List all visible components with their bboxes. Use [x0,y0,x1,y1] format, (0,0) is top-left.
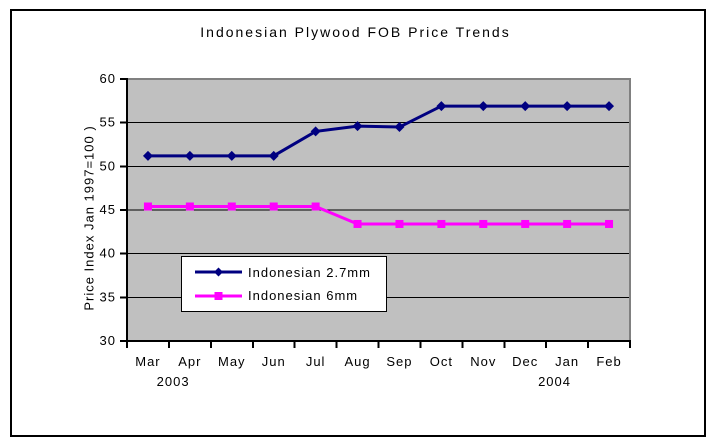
y-tick-label: 35 [100,289,116,304]
x-tick-label: Aug [344,354,370,369]
x-tick-label: Jan [555,354,579,369]
legend-marker-square [214,291,223,300]
legend-line-sample [195,267,242,277]
data-point-marker [269,202,278,211]
y-tick-label: 40 [100,246,116,261]
legend-label: Indonesian 6mm [248,288,359,304]
y-axis-title-text: Price Index Jan 1997=100 ) [81,125,97,311]
x-tick-label: Mar [135,354,160,369]
data-point-marker [226,150,237,161]
data-point-marker [563,219,572,228]
series-line-indonesian-2-7mm [147,104,610,158]
data-point-marker [394,122,405,133]
y-tick-label: 30 [100,333,116,348]
y-tick-label: 55 [100,115,116,130]
data-point-marker [184,150,195,161]
chart-title: Indonesian Plywood FOB Price Trends [200,24,511,40]
data-point-marker [604,101,615,112]
data-point-marker [311,202,320,211]
x-tick-label: Oct [430,354,453,369]
data-point-marker [479,219,488,228]
year-label: 2004 [538,374,571,389]
x-tick-label: Dec [512,354,538,369]
data-point-marker [437,219,446,228]
data-point-marker [227,202,236,211]
y-tick-label: 45 [100,202,116,217]
legend-label: Indonesian 2.7mm [248,264,371,280]
legend-marker-diamond [214,267,223,277]
data-point-marker [562,101,573,112]
x-tick-label: Jun [262,354,286,369]
data-point-marker [352,121,363,132]
data-point-marker [520,101,531,112]
x-tick-label: May [218,354,246,369]
x-tick-label: Sep [386,354,412,369]
x-tick-label: Apr [178,354,201,369]
legend-line-sample [195,291,242,300]
x-tick-label: Nov [470,354,496,369]
data-point-marker [478,101,489,112]
data-point-marker [185,202,194,211]
y-tick-label: 50 [100,158,116,173]
x-tick-label: Jul [306,354,326,369]
data-point-marker [142,150,153,161]
data-point-marker [605,219,614,228]
data-point-marker [353,219,362,228]
data-point-marker [436,101,447,112]
legend-item: Indonesian 6mm [195,288,386,304]
series-line-indonesian-6mm [147,205,610,226]
data-point-marker [268,150,279,161]
x-tick-label: Feb [596,354,621,369]
data-point-marker [521,219,530,228]
y-tick-label: 60 [100,71,116,86]
data-point-marker [310,126,321,137]
data-point-marker [395,219,404,228]
legend: Indonesian 2.7mm Indonesian 6mm [181,256,387,312]
data-point-marker [143,202,152,211]
year-label: 2003 [157,374,190,389]
legend-item: Indonesian 2.7mm [195,264,386,280]
